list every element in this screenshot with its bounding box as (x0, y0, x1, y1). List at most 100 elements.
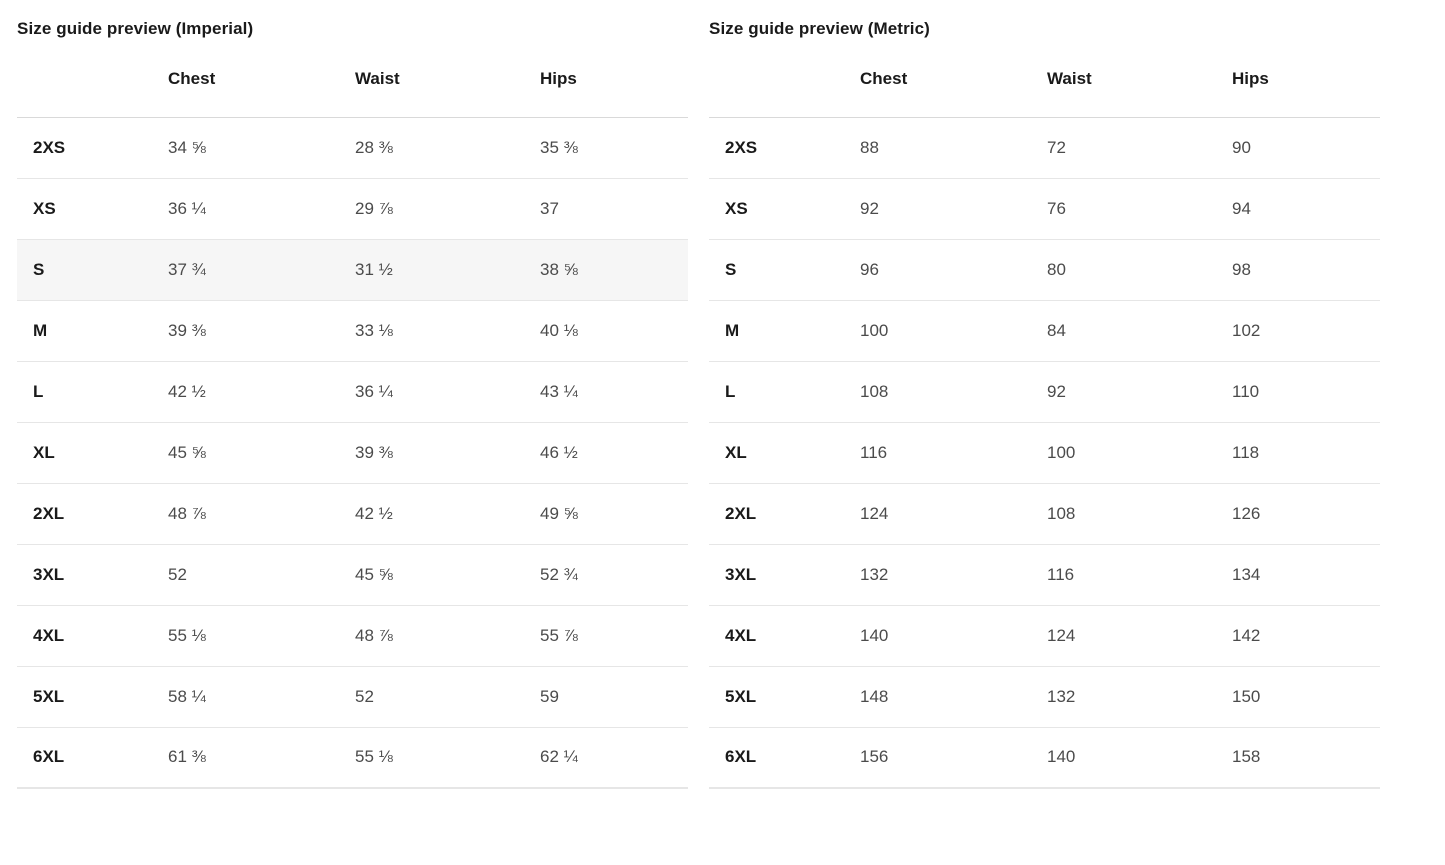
size-table-metric: Chest Waist Hips 2XS 88 72 90 XS 92 76 94 S 96 80 9… (709, 42, 1380, 789)
chest-value: 140 (860, 605, 1047, 667)
chest-value: 58 ¼ (168, 666, 355, 728)
waist-value: 76 (1047, 178, 1232, 240)
size-label: 2XS (709, 117, 860, 179)
size-row-xl: XL 45 ⅝ 39 ⅜ 46 ½ (17, 422, 688, 484)
waist-value: 33 ⅛ (355, 300, 540, 362)
size-label: L (709, 361, 860, 423)
size-row-4xl: 4XL 55 ⅛ 48 ⅞ 55 ⅞ (17, 605, 688, 667)
hips-value: 118 (1232, 422, 1380, 484)
hips-value: 150 (1232, 666, 1380, 728)
waist-value: 92 (1047, 361, 1232, 423)
size-column-header (17, 42, 168, 118)
hips-value: 90 (1232, 117, 1380, 179)
size-row-2xl: 2XL 124 108 126 (709, 483, 1380, 545)
size-row-m: M 100 84 102 (709, 300, 1380, 362)
size-label: 3XL (17, 544, 168, 606)
size-label: XL (17, 422, 168, 484)
chest-value: 36 ¼ (168, 178, 355, 240)
waist-value: 39 ⅜ (355, 422, 540, 484)
hips-value: 40 ⅛ (540, 300, 688, 362)
size-label: 4XL (709, 605, 860, 667)
size-row-2xs: 2XS 88 72 90 (709, 117, 1380, 179)
size-label: M (709, 300, 860, 362)
chest-value: 45 ⅝ (168, 422, 355, 484)
size-guide-metric-title: Size guide preview (Metric) (709, 19, 930, 38)
size-row-6xl: 6XL 61 ⅜ 55 ⅛ 62 ¼ (17, 727, 688, 789)
chest-value: 48 ⅞ (168, 483, 355, 545)
hips-value: 43 ¼ (540, 361, 688, 423)
waist-value: 48 ⅞ (355, 605, 540, 667)
size-label: 5XL (17, 666, 168, 728)
size-row-3xl: 3XL 132 116 134 (709, 544, 1380, 606)
hips-value: 142 (1232, 605, 1380, 667)
size-label: 5XL (709, 666, 860, 728)
waist-value: 80 (1047, 239, 1232, 301)
waist-value: 29 ⅞ (355, 178, 540, 240)
waist-value: 45 ⅝ (355, 544, 540, 606)
size-label: 6XL (709, 727, 860, 789)
size-row-6xl: 6XL 156 140 158 (709, 727, 1380, 789)
size-guide-preview-page: Size guide preview (Imperial) Chest Wais… (17, 16, 1380, 789)
chest-value: 61 ⅜ (168, 727, 355, 789)
hips-value: 37 (540, 178, 688, 240)
hips-value: 52 ¾ (540, 544, 688, 606)
hips-value: 46 ½ (540, 422, 688, 484)
size-label: XS (17, 178, 168, 240)
waist-value: 100 (1047, 422, 1232, 484)
size-label: 2XL (709, 483, 860, 545)
hips-value: 98 (1232, 239, 1380, 301)
chest-value: 116 (860, 422, 1047, 484)
hips-value: 158 (1232, 727, 1380, 789)
waist-value: 36 ¼ (355, 361, 540, 423)
chest-value: 96 (860, 239, 1047, 301)
chest-value: 92 (860, 178, 1047, 240)
size-guide-metric: Size guide preview (Metric) Chest Waist … (709, 16, 1380, 789)
waist-value: 140 (1047, 727, 1232, 789)
size-row-l: L 42 ½ 36 ¼ 43 ¼ (17, 361, 688, 423)
waist-value: 108 (1047, 483, 1232, 545)
hips-value: 94 (1232, 178, 1380, 240)
size-label: 3XL (709, 544, 860, 606)
hips-value: 35 ⅜ (540, 117, 688, 179)
size-label: S (709, 239, 860, 301)
chest-value: 108 (860, 361, 1047, 423)
hips-value: 55 ⅞ (540, 605, 688, 667)
size-table-imperial: Chest Waist Hips 2XS 34 ⅝ 28 ⅜ 35 ⅜ XS 36 ¼ 29… (17, 42, 688, 789)
hips-value: 62 ¼ (540, 727, 688, 789)
hips-column-header: Hips (1232, 42, 1380, 118)
chest-value: 34 ⅝ (168, 117, 355, 179)
waist-value: 52 (355, 666, 540, 728)
size-label: 4XL (17, 605, 168, 667)
size-table-header-row: Chest Waist Hips (17, 42, 688, 118)
size-row-5xl: 5XL 148 132 150 (709, 666, 1380, 728)
hips-value: 49 ⅝ (540, 483, 688, 545)
chest-value: 124 (860, 483, 1047, 545)
hips-value: 38 ⅝ (540, 239, 688, 301)
size-row-xs: XS 92 76 94 (709, 178, 1380, 240)
chest-value: 37 ¾ (168, 239, 355, 301)
waist-value: 72 (1047, 117, 1232, 179)
size-row-5xl: 5XL 58 ¼ 52 59 (17, 666, 688, 728)
size-row-2xl: 2XL 48 ⅞ 42 ½ 49 ⅝ (17, 483, 688, 545)
chest-value: 100 (860, 300, 1047, 362)
size-row-m: M 39 ⅜ 33 ⅛ 40 ⅛ (17, 300, 688, 362)
size-label: S (17, 239, 168, 301)
size-guide-imperial: Size guide preview (Imperial) Chest Wais… (17, 16, 688, 789)
waist-value: 84 (1047, 300, 1232, 362)
chest-column-header: Chest (168, 42, 355, 118)
hips-value: 110 (1232, 361, 1380, 423)
size-table-imperial-body: 2XS 34 ⅝ 28 ⅜ 35 ⅜ XS 36 ¼ 29 ⅞ 37 S 37 ¾ 31 ½ 38 ⅝… (17, 117, 688, 789)
chest-value: 88 (860, 117, 1047, 179)
size-label: XL (709, 422, 860, 484)
waist-value: 28 ⅜ (355, 117, 540, 179)
size-row-s: S 37 ¾ 31 ½ 38 ⅝ (17, 239, 688, 301)
hips-value: 59 (540, 666, 688, 728)
waist-value: 42 ½ (355, 483, 540, 545)
hips-column-header: Hips (540, 42, 688, 118)
size-label: XS (709, 178, 860, 240)
chest-value: 156 (860, 727, 1047, 789)
chest-column-header: Chest (860, 42, 1047, 118)
waist-value: 55 ⅛ (355, 727, 540, 789)
size-label: L (17, 361, 168, 423)
waist-value: 116 (1047, 544, 1232, 606)
